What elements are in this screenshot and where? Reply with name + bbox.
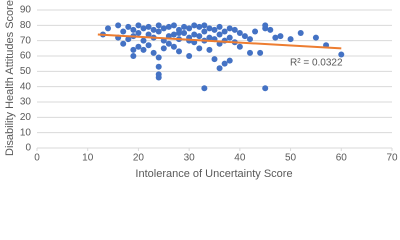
point: [125, 36, 132, 43]
point: [206, 34, 213, 41]
point: [130, 26, 137, 33]
point: [272, 34, 279, 41]
y-tick-label: 0: [25, 143, 31, 154]
x-tick-label: 50: [285, 153, 297, 164]
point: [140, 37, 147, 44]
y-tick-label: 50: [20, 66, 32, 77]
trendline: [97, 33, 342, 50]
point: [216, 65, 223, 72]
x-tick-label: 40: [234, 153, 246, 164]
point: [241, 33, 248, 40]
point: [181, 23, 188, 30]
point: [247, 36, 253, 43]
point: [196, 23, 203, 30]
point: [201, 85, 208, 92]
point: [247, 49, 253, 56]
point: [155, 54, 162, 61]
point: [216, 23, 223, 30]
point: [120, 40, 127, 47]
point: [160, 45, 167, 52]
point: [196, 45, 203, 52]
point: [176, 30, 182, 36]
x-tick-label: 60: [336, 153, 348, 164]
point: [130, 46, 137, 53]
point: [287, 36, 294, 43]
point: [115, 22, 122, 29]
point: [135, 30, 142, 36]
point: [160, 25, 167, 32]
point: [130, 53, 137, 59]
point: [201, 22, 208, 29]
point: [181, 30, 188, 36]
point: [338, 51, 345, 58]
point: [155, 74, 162, 81]
point: [221, 60, 228, 67]
point: [120, 28, 127, 35]
point: [262, 85, 269, 92]
point: [186, 25, 193, 32]
annotation: R² = 0.0322: [290, 58, 343, 69]
point: [196, 33, 203, 40]
point: [150, 49, 157, 56]
y-axis-title: Disability Health Attitudes Score: [4, 0, 16, 156]
point: [165, 40, 172, 47]
point: [135, 22, 142, 29]
point: [226, 34, 233, 41]
x-axis-title: Intolerance of Uncertainty Score: [135, 168, 292, 180]
point: [155, 28, 162, 35]
point: [236, 43, 243, 50]
point: [191, 31, 198, 38]
point: [211, 26, 218, 33]
y-tick-label: 30: [20, 97, 32, 108]
point: [221, 28, 228, 35]
x-tick-label: 30: [184, 153, 196, 164]
point: [262, 22, 269, 29]
point: [226, 25, 233, 32]
point: [140, 46, 147, 53]
point: [170, 31, 177, 38]
point: [267, 26, 274, 33]
point: [257, 49, 264, 56]
point: [211, 56, 218, 63]
point: [170, 43, 177, 50]
point: [236, 30, 243, 36]
point: [312, 34, 319, 41]
point: [145, 31, 152, 38]
point: [186, 53, 193, 59]
point: [191, 22, 198, 29]
y-tick-label: 20: [20, 112, 32, 123]
point: [201, 28, 208, 35]
x-tick-label: 20: [133, 153, 145, 164]
point: [277, 33, 284, 40]
point: [206, 46, 213, 53]
point: [135, 43, 142, 50]
y-tick-label: 90: [20, 5, 32, 16]
point: [125, 23, 132, 30]
point: [105, 25, 111, 32]
y-tick-label: 10: [20, 127, 32, 138]
x-tick-label: 10: [82, 153, 94, 164]
point: [145, 42, 152, 49]
point: [165, 23, 172, 30]
x-tick-label: 70: [386, 153, 398, 164]
point: [155, 22, 162, 29]
x-tick-label: 0: [34, 153, 40, 164]
y-tick-label: 80: [20, 20, 32, 31]
point: [150, 26, 157, 33]
point: [206, 25, 213, 32]
y-tick-label: 70: [20, 35, 32, 46]
point: [226, 57, 233, 64]
point: [216, 31, 223, 38]
point: [170, 22, 177, 29]
point: [140, 25, 147, 32]
point: [145, 23, 152, 30]
point: [231, 26, 238, 33]
point: [297, 30, 304, 36]
y-tick-label: 60: [20, 51, 32, 62]
point: [155, 63, 162, 70]
y-tick-label: 40: [20, 81, 32, 92]
point: [176, 48, 182, 55]
chart: Intolerance of Uncertainty Score Disabil…: [4, 0, 398, 180]
point: [252, 28, 259, 35]
